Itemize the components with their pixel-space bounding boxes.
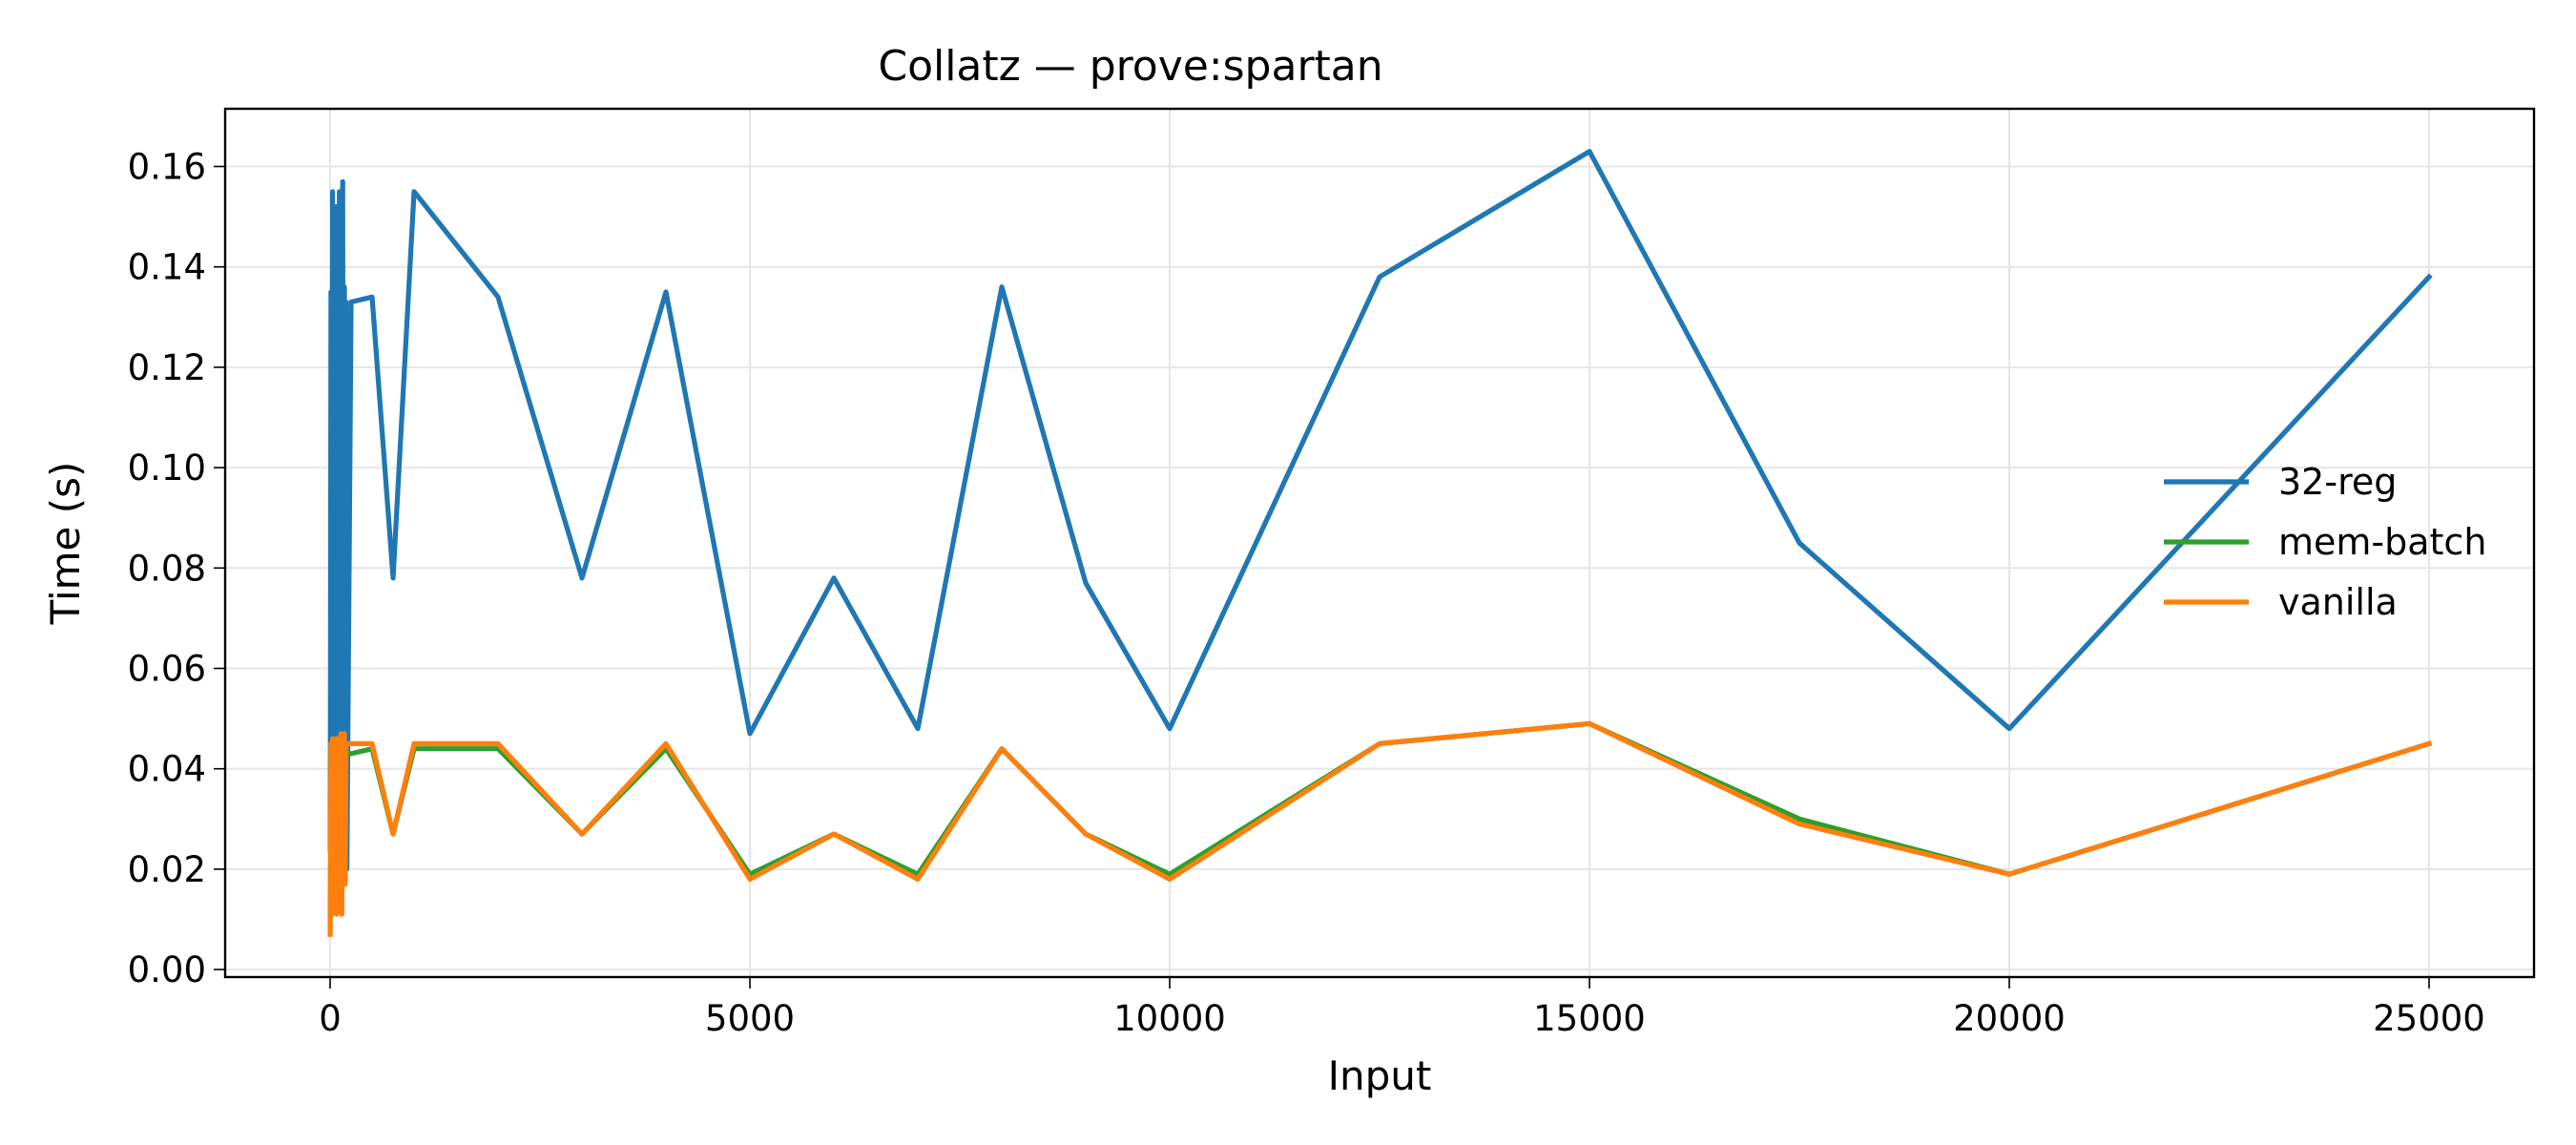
y-tick-label: 0.14 xyxy=(128,247,206,288)
grid xyxy=(225,109,2534,977)
x-tick-label: 25000 xyxy=(2373,998,2485,1039)
y-tick-label: 0.04 xyxy=(128,749,206,790)
x-tick-label: 15000 xyxy=(1533,998,1646,1039)
y-tick-label: 0.10 xyxy=(128,448,206,489)
series-line-vanilla xyxy=(327,720,2433,937)
x-tick-label: 20000 xyxy=(1953,998,2066,1039)
legend-label-vanilla: vanilla xyxy=(2278,581,2398,623)
chart-title: Collatz — prove:spartan xyxy=(878,42,1382,91)
y-tick-label: 0.08 xyxy=(128,548,206,589)
legend: 32-reg mem-batch vanilla xyxy=(2164,461,2486,623)
series-line-32-reg xyxy=(327,149,2433,872)
plot-frame xyxy=(223,107,2536,979)
series-layer xyxy=(327,149,2433,937)
y-tick-label: 0.16 xyxy=(128,146,206,187)
x-tick-label: 0 xyxy=(319,998,342,1039)
x-tick-label: 5000 xyxy=(705,998,795,1039)
y-axis-label: Time (s) xyxy=(42,462,89,626)
y-tick-label: 0.02 xyxy=(128,849,206,890)
x-axis: 0 5000 10000 15000 20000 25000 xyxy=(319,977,2485,1039)
legend-label-mem-batch: mem-batch xyxy=(2278,521,2486,563)
y-tick-label: 0.06 xyxy=(128,649,206,690)
y-tick-label: 0.12 xyxy=(128,347,206,388)
y-tick-label: 0.00 xyxy=(128,949,206,990)
x-axis-label: Input xyxy=(1328,1052,1432,1099)
x-tick-label: 10000 xyxy=(1113,998,1226,1039)
y-axis: 0.00 0.02 0.04 0.06 0.08 0.10 0.12 0.14 0.16 xyxy=(128,146,225,990)
legend-label-32-reg: 32-reg xyxy=(2278,461,2397,503)
